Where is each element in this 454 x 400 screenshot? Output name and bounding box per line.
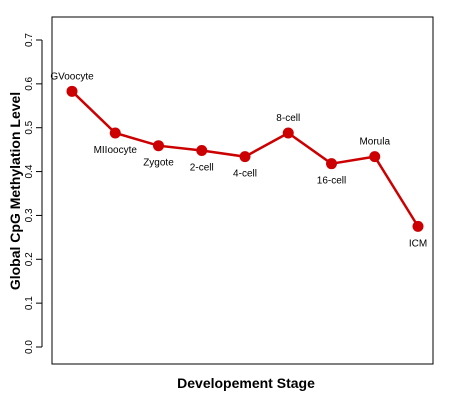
y-tick-label: 0.3 xyxy=(24,208,35,222)
y-tick-label: 0.1 xyxy=(24,296,35,310)
y-tick-label: 0.5 xyxy=(24,120,35,134)
data-point xyxy=(239,151,251,163)
point-label: ICM xyxy=(409,238,427,249)
y-tick-label: 0.7 xyxy=(24,33,35,47)
point-label: 8-cell xyxy=(276,113,300,124)
data-point xyxy=(153,140,164,152)
data-point xyxy=(326,158,337,170)
data-point xyxy=(412,220,424,232)
y-axis-title: Global CpG Methylation Level xyxy=(7,92,23,290)
point-label: MIIoocyte xyxy=(94,145,138,156)
data-point xyxy=(369,151,381,163)
point-label: GVoocyte xyxy=(50,71,94,82)
point-labels: GVoocyte MIIoocyte Zygote 2-cell 4-cell 8-cel… xyxy=(50,71,427,249)
x-axis-title: Developement Stage xyxy=(177,375,315,391)
data-point xyxy=(196,145,208,157)
point-label: Zygote xyxy=(143,158,174,169)
point-label: 4-cell xyxy=(233,169,257,180)
point-label: 16-cell xyxy=(317,176,346,187)
y-tick-label: 0.2 xyxy=(24,252,35,266)
point-label: 2-cell xyxy=(190,163,214,174)
plot-frame xyxy=(51,16,434,365)
data-point xyxy=(66,85,78,97)
data-point xyxy=(109,127,121,139)
y-tick-label: 0.0 xyxy=(24,340,35,354)
series-line xyxy=(66,85,424,232)
y-axis: 0.0 0.1 0.2 0.3 0.4 0.5 0.6 0.7 xyxy=(24,33,43,354)
data-point xyxy=(282,127,294,139)
point-label: Morula xyxy=(359,137,390,148)
y-tick-label: 0.4 xyxy=(24,164,35,178)
y-tick-label: 0.6 xyxy=(24,76,35,90)
